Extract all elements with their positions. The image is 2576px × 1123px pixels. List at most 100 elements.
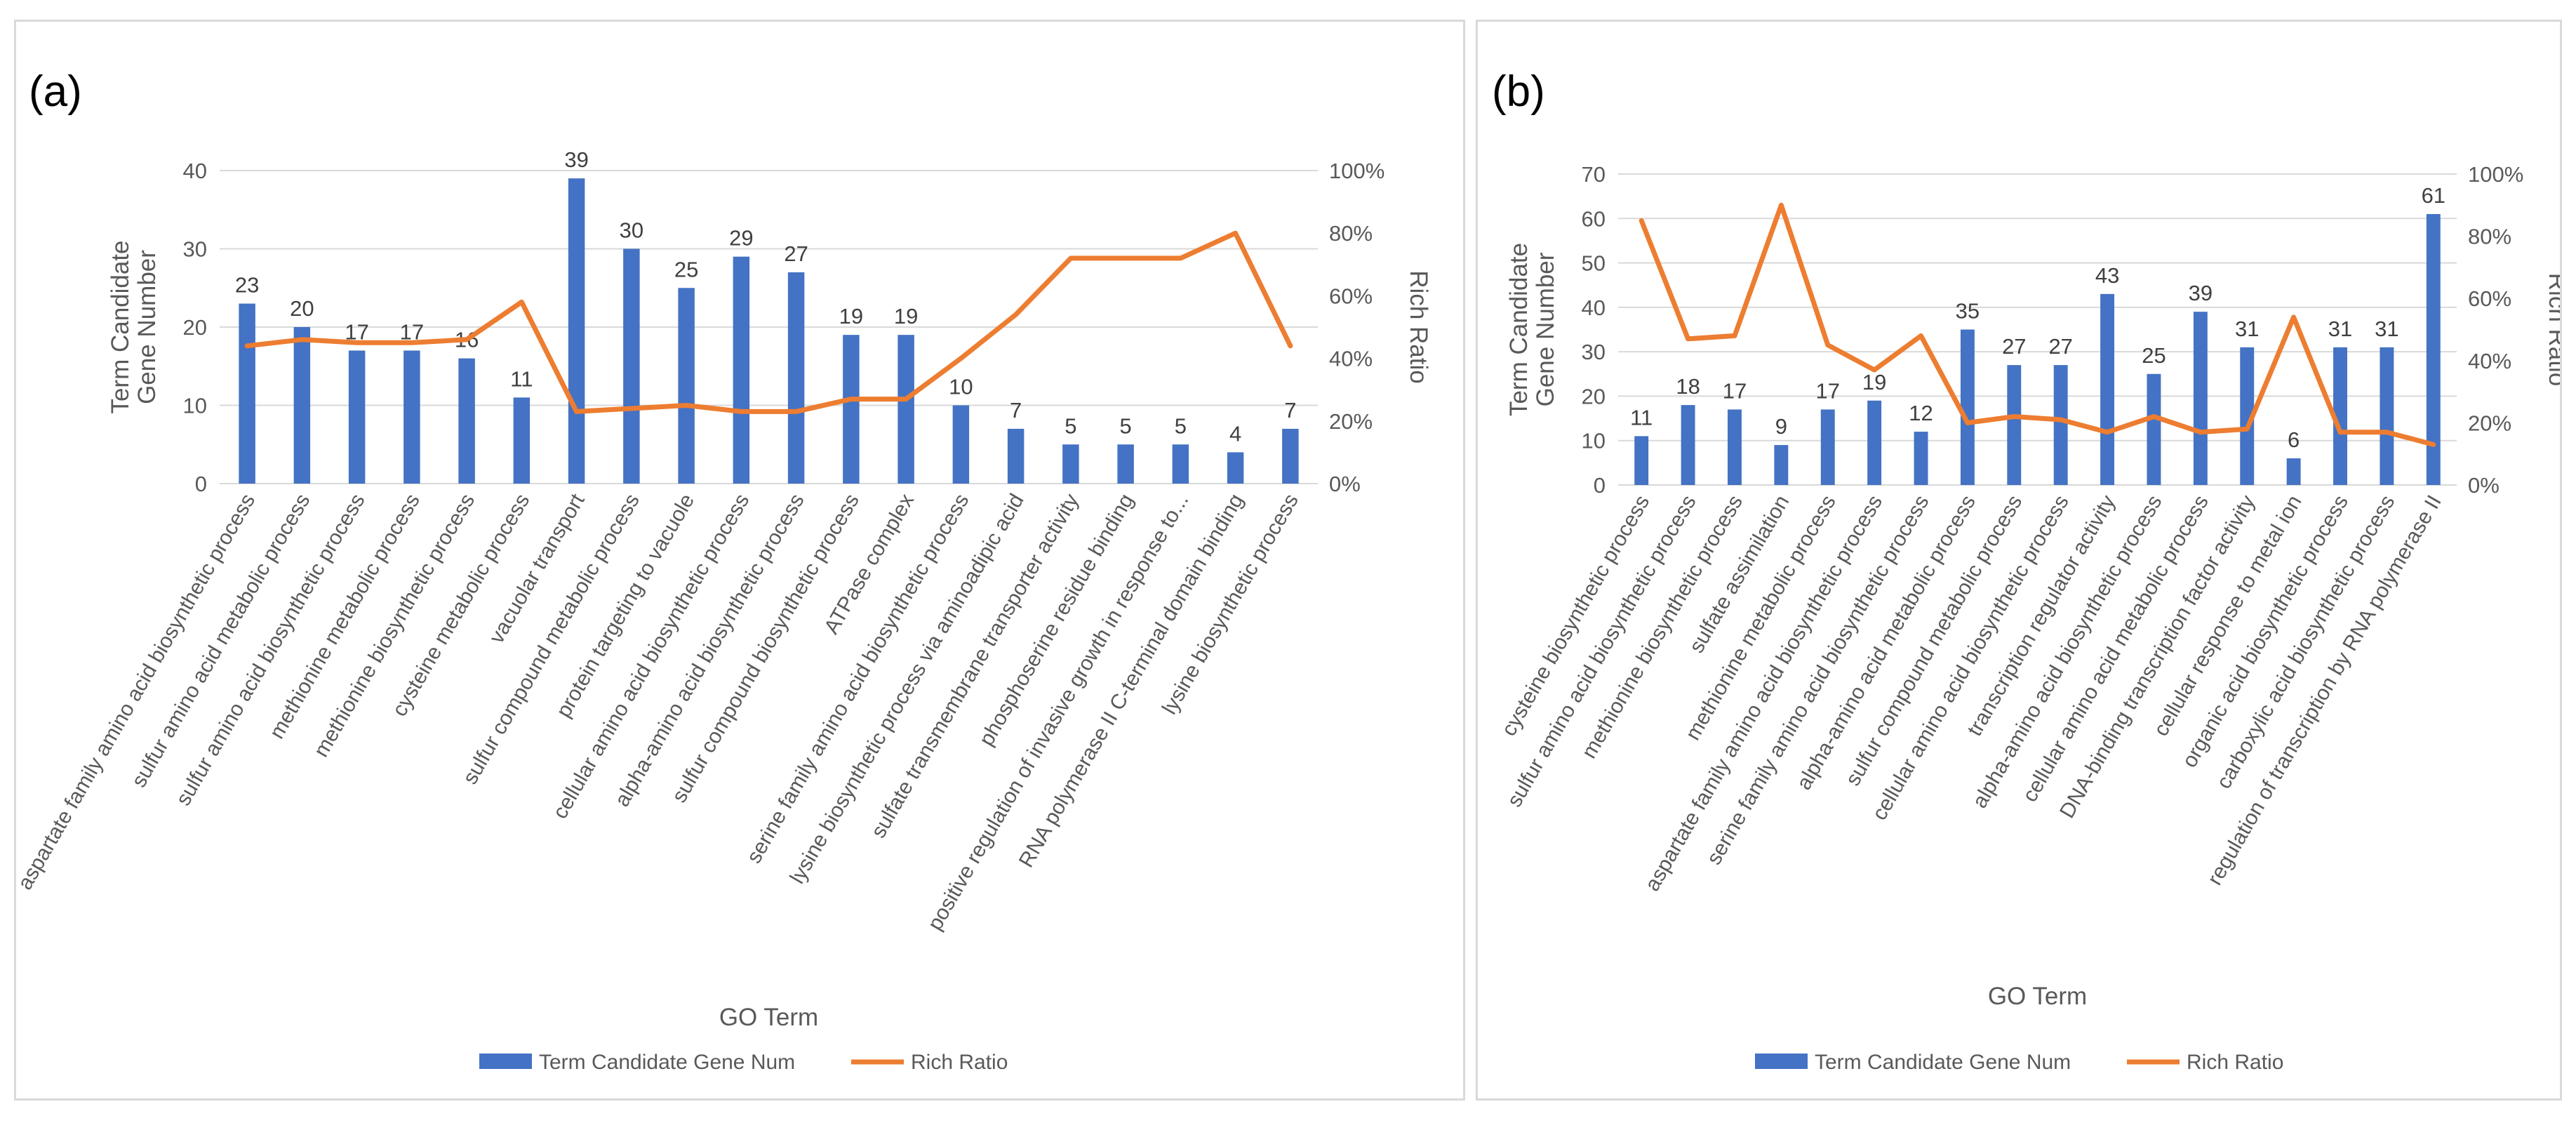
bar-data-label: 31 — [2328, 317, 2352, 341]
rich-ratio-point — [1014, 313, 1017, 317]
y-right-axis-title: Rich Ratio — [2544, 273, 2560, 386]
bar-data-label: 7 — [1010, 398, 1022, 423]
rich-ratio-point — [685, 404, 688, 407]
rich-ratio-point — [849, 397, 853, 401]
bar-data-label: 19 — [894, 304, 918, 328]
y-left-tick-label: 10 — [1582, 429, 1606, 453]
y-right-tick-label: 0% — [1329, 472, 1361, 496]
rich-ratio-point — [2198, 430, 2202, 434]
bar-data-label: 7 — [1284, 398, 1296, 423]
y-left-axis-title-line2: Gene Number — [1532, 252, 1559, 406]
x-category-label: sulfur amino acid biosynthetic process — [1503, 491, 1701, 811]
y-left-tick-label: 70 — [1582, 162, 1606, 187]
bar — [1062, 444, 1079, 484]
bar-data-label: 11 — [1630, 405, 1653, 430]
rich-ratio-point — [1780, 204, 1783, 207]
rich-ratio-point — [1919, 334, 1923, 338]
bar — [293, 327, 311, 484]
bar-data-label: 5 — [1175, 413, 1187, 438]
bar — [623, 248, 640, 484]
bar — [458, 358, 475, 484]
bar-data-label: 17 — [1723, 378, 1747, 403]
rich-ratio-point — [1640, 219, 1643, 222]
bar — [1867, 400, 1882, 485]
bar-data-label: 9 — [1775, 414, 1787, 439]
bar-data-label: 11 — [510, 366, 533, 391]
rich-ratio-point — [629, 406, 633, 410]
bar-data-label: 18 — [1676, 374, 1700, 399]
chart-a: (a) 0 10 20 30 40 0% 20% 40% 60% 80% 100% Term Candi… — [16, 67, 1432, 1074]
bar-data-label: 27 — [2048, 334, 2072, 359]
x-axis-title: GO Term — [719, 1004, 818, 1031]
rich-ratio-point — [465, 338, 469, 341]
bar — [1007, 428, 1025, 484]
x-category-label: sulfate transmembrane transporter activi… — [867, 490, 1083, 842]
rich-ratio-point — [355, 341, 359, 345]
rich-ratio-point — [575, 410, 578, 413]
bar — [239, 303, 255, 484]
bar-data-label: 25 — [2142, 343, 2165, 368]
bar-data-label: 19 — [1862, 370, 1886, 394]
rich-ratio-point — [905, 397, 908, 401]
bar-data-label: 43 — [2095, 263, 2119, 288]
bar-data-label: 10 — [949, 375, 973, 399]
rich-ratio-point — [300, 338, 304, 341]
bar-data-label: 39 — [2189, 281, 2213, 305]
legend-bar-swatch — [479, 1054, 532, 1069]
bar-data-label: 6 — [2288, 427, 2300, 452]
bar — [1117, 444, 1134, 484]
bar — [843, 335, 860, 484]
legend-line-label: Rich Ratio — [2187, 1051, 2283, 1074]
rich-ratio-point — [1966, 421, 1969, 425]
rich-ratio-point — [959, 357, 963, 360]
bar — [1172, 444, 1189, 484]
y-left-tick-label: 60 — [1582, 206, 1606, 231]
bar — [2147, 373, 2161, 485]
bar — [2240, 347, 2255, 485]
bar — [897, 335, 914, 484]
bar-data-label: 27 — [2002, 334, 2026, 359]
y-left-tick-label: 40 — [1582, 295, 1606, 320]
bar — [1914, 432, 1928, 485]
chart-panel-a: (a) 0 10 20 30 40 0% 20% 40% 60% 80% 100% Term Candi… — [14, 20, 1465, 1101]
bar-data-label: 30 — [620, 218, 643, 243]
bar — [2286, 458, 2301, 485]
bar-data-label: 39 — [564, 147, 588, 172]
y-right-tick-label: 80% — [1329, 221, 1373, 246]
bar — [1227, 452, 1244, 484]
rich-ratio-point — [2106, 430, 2109, 434]
y-left-axis-title-line1: Term Candidate — [1505, 243, 1533, 416]
panel-label: (a) — [29, 67, 82, 116]
bar — [1728, 409, 1742, 485]
y-right-axis-title: Rich Ratio — [1405, 270, 1432, 383]
bar — [1820, 409, 1835, 485]
legend-bar-swatch — [1755, 1054, 1808, 1069]
bar — [787, 272, 805, 484]
y-right-tick-label: 40% — [1329, 347, 1373, 371]
rich-ratio-point — [2152, 415, 2156, 418]
rich-ratio-line — [244, 230, 1293, 414]
x-category-label: positive regulation of invasive growth i… — [923, 490, 1194, 934]
bar — [1681, 405, 1695, 485]
y-left-tick-label: 30 — [183, 237, 207, 262]
rich-ratio-point — [2292, 315, 2295, 319]
bar-data-label: 20 — [290, 296, 314, 321]
bar — [568, 178, 585, 484]
legend-bar-label: Term Candidate Gene Num — [539, 1051, 795, 1074]
bar-data-label: 35 — [1956, 299, 1980, 324]
y-left-tick-label: 0 — [1594, 473, 1606, 498]
rich-ratio-point — [2245, 427, 2249, 431]
bar — [733, 256, 750, 484]
y-right-tick-label: 60% — [2468, 286, 2511, 311]
rich-ratio-point — [794, 410, 798, 413]
y-right-tick-label: 20% — [1329, 409, 1373, 434]
bar-data-label: 25 — [674, 257, 698, 281]
bar-data-label: 19 — [839, 304, 863, 328]
y-right-tick-label: 60% — [1329, 284, 1373, 308]
y-right-tick-label: 100% — [1329, 159, 1384, 183]
chart-panel-b: (b) 0 10 20 30 40 50 60 70 0% 20% 40% 60% 80% 100% Term… — [1476, 20, 2562, 1101]
y-left-tick-label: 20 — [183, 315, 207, 340]
bar — [348, 350, 366, 484]
y-left-axis-title-line1: Term Candidate — [107, 240, 134, 413]
rich-ratio-point — [2339, 430, 2342, 434]
